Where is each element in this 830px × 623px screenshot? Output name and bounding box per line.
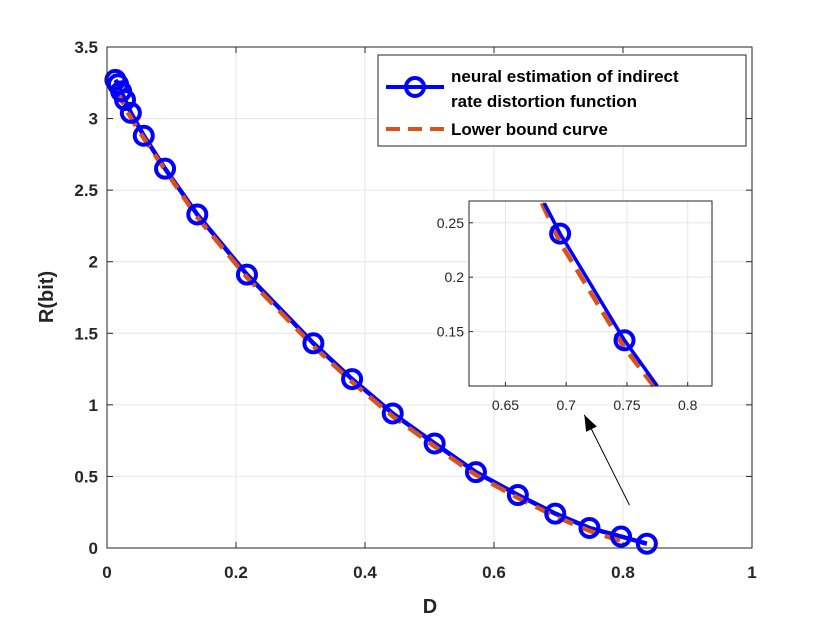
x-tick-label: 0.6 — [482, 563, 506, 582]
inset-x-tick-label: 0.8 — [678, 397, 698, 413]
y-tick-label: 3.5 — [74, 38, 98, 57]
arrow-shaft — [583, 414, 630, 506]
inset-x-tick-label: 0.75 — [613, 397, 640, 413]
neural-marker — [119, 101, 142, 124]
neural-marker — [464, 461, 487, 484]
neural-marker — [423, 432, 446, 455]
x-tick-label: 0.8 — [611, 563, 635, 582]
neural-marker — [610, 525, 633, 548]
neural-marker — [506, 484, 529, 507]
arrow-head — [584, 414, 597, 432]
x-axis-label: D — [423, 596, 437, 618]
inset-y-tick-label: 0.2 — [445, 269, 465, 285]
legend: neural estimation of indirect rate disto… — [377, 54, 747, 147]
y-tick-label: 0.5 — [74, 467, 98, 486]
inset-series — [539, 202, 659, 388]
lower-bound-line — [114, 88, 622, 543]
inset-neural-line — [542, 202, 659, 388]
x-tick-label: 0 — [102, 563, 111, 582]
inset-neural-marker — [549, 222, 572, 245]
inset-neural-marker — [613, 329, 636, 352]
inset-ticks: 0.65 0.7 0.75 0.8 0.15 0.2 0.25 — [437, 215, 698, 413]
y-tick-label: 3 — [89, 110, 98, 129]
inset-y-tick-label: 0.15 — [437, 324, 464, 340]
main-ticks: 0 0.2 0.4 0.6 0.8 1 0 0.5 1 1.5 2 2.5 3 3.5 — [74, 38, 756, 582]
neural-marker — [635, 532, 658, 555]
neural-marker — [235, 263, 258, 286]
y-axis-label: R(bit) — [36, 271, 58, 323]
y-tick-label: 1 — [89, 396, 98, 415]
x-tick-label: 0.2 — [224, 563, 248, 582]
y-tick-label: 0 — [89, 539, 98, 558]
legend-neural-label-line2: rate distortion function — [451, 92, 637, 111]
main-axes-frame — [106, 46, 753, 549]
neural-marker — [341, 368, 364, 391]
neural-marker — [154, 157, 177, 180]
y-tick-label: 1.5 — [74, 324, 98, 343]
legend-neural-marker — [404, 76, 426, 98]
neural-marker — [132, 124, 155, 147]
x-tick-label: 1 — [747, 563, 756, 582]
inset-grid — [469, 201, 712, 386]
legend-neural-label-line1: neural estimation of indirect — [451, 67, 679, 86]
inset-lower-bound-line — [539, 202, 656, 388]
inset-axes-frame — [468, 200, 713, 387]
y-tick-label: 2.5 — [74, 181, 98, 200]
inset-x-tick-label: 0.65 — [492, 397, 519, 413]
y-tick-label: 2 — [89, 253, 98, 272]
neural-marker — [544, 502, 567, 525]
main-series — [104, 68, 658, 555]
neural-marker — [114, 88, 137, 111]
inset-y-tick-label: 0.25 — [437, 215, 464, 231]
x-tick-label: 0.4 — [353, 563, 377, 582]
legend-bound-label: Lower bound curve — [451, 120, 608, 139]
zoom-arrow — [583, 414, 630, 506]
neural-marker — [578, 516, 601, 539]
neural-marker — [302, 332, 325, 355]
neural-marker — [381, 402, 404, 425]
neural-marker — [186, 203, 209, 226]
inset-x-tick-label: 0.7 — [556, 397, 576, 413]
